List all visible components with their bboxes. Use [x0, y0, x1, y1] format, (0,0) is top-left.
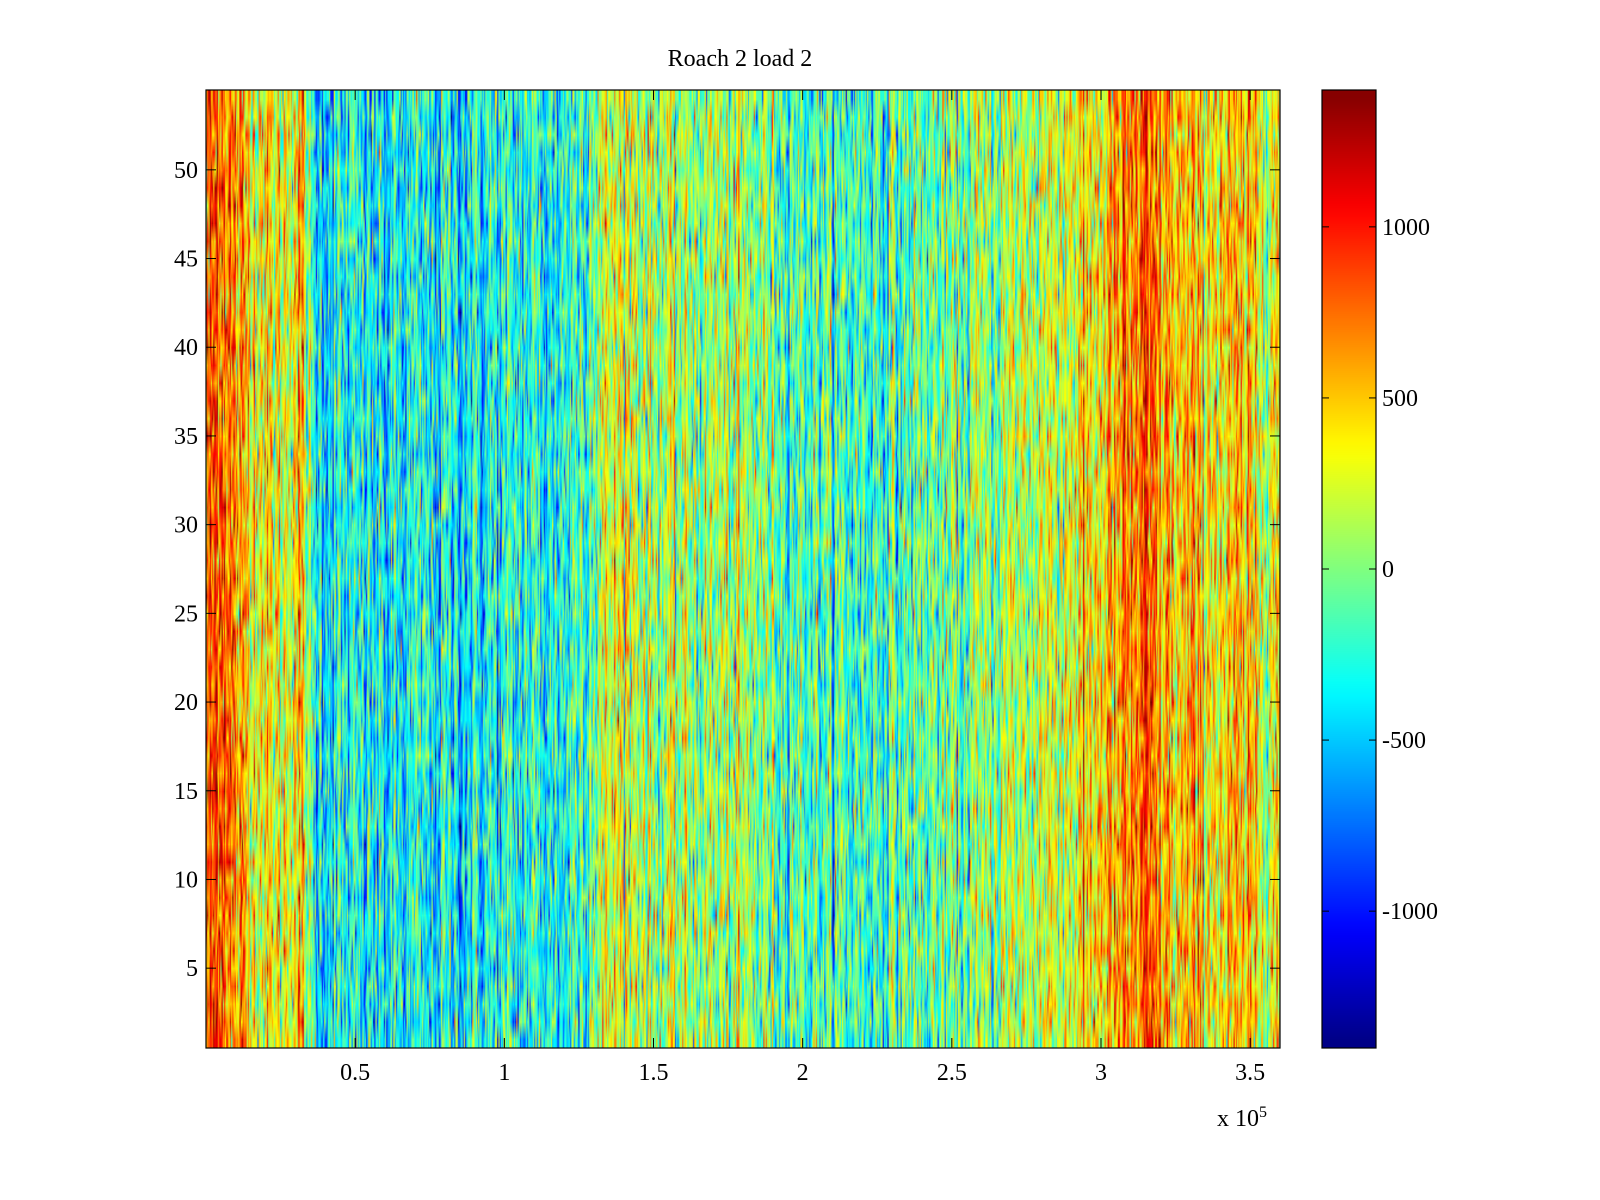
colorbar: 1000 500 0 -500 -1000	[1321, 89, 1438, 1049]
x-tick-label: 0.5	[340, 1060, 370, 1086]
y-tick-label: 50	[174, 158, 198, 184]
x-tick-label: 3.5	[1235, 1060, 1265, 1086]
x-axis: 0.5 1 1.5 2 2.5 3 3.5	[340, 90, 1265, 1086]
colorbar-tick-label: 1000	[1382, 215, 1430, 241]
heatmap-image	[206, 90, 1280, 1048]
colorbar-tick-label: 0	[1382, 557, 1394, 583]
y-tick-label: 25	[174, 601, 198, 627]
plot-area: 0.5 1 1.5 2 2.5 3 3.5 5 10 15 20 25 30 35 40 45 50 x 10…	[174, 89, 1281, 1132]
x-tick-label: 2.5	[937, 1060, 967, 1086]
y-tick-label: 30	[174, 513, 198, 539]
colorbar-tick-label: -500	[1382, 728, 1426, 754]
y-tick-label: 15	[174, 779, 198, 805]
x-tick-label: 1.5	[639, 1060, 669, 1086]
x-tick-label: 3	[1095, 1060, 1107, 1086]
x-tick-label: 2	[797, 1060, 809, 1086]
colorbar-tick-label: -1000	[1382, 899, 1438, 925]
colorbar-tick-label: 500	[1382, 386, 1418, 412]
y-tick-label: 45	[174, 247, 198, 273]
x-tick-label: 1	[498, 1060, 510, 1086]
y-tick-label: 10	[174, 867, 198, 893]
plot-frame	[205, 89, 1281, 1049]
chart-title: Roach 2 load 2	[668, 46, 813, 72]
y-tick-label: 35	[174, 424, 198, 450]
y-tick-label: 5	[186, 956, 198, 982]
x-exponent-label: x 105	[1217, 1104, 1267, 1132]
y-tick-label: 40	[174, 335, 198, 361]
y-tick-label: 20	[174, 690, 198, 716]
y-axis: 5 10 15 20 25 30 35 40 45 50	[174, 158, 1280, 982]
colorbar-axis: 1000 500 0 -500 -1000	[1322, 215, 1438, 925]
colorbar-gradient	[1322, 90, 1376, 1048]
